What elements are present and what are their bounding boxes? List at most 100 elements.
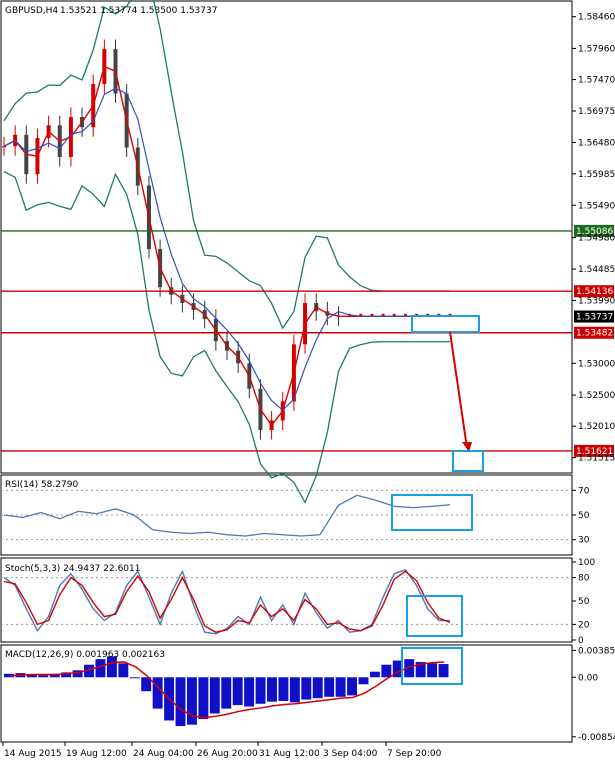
lower-band-line xyxy=(3,171,450,504)
candle-body xyxy=(403,313,407,317)
macd-bar xyxy=(61,672,72,678)
annotation-box xyxy=(411,314,480,333)
stoch-tick-label: 20 xyxy=(578,620,590,630)
price-tick-label: 1.57960 xyxy=(578,44,615,54)
annotation-box xyxy=(452,450,484,472)
macd-bar xyxy=(312,677,323,699)
macd-bar xyxy=(95,659,106,678)
candle-body xyxy=(392,313,396,317)
forecast-arrow-line xyxy=(449,331,468,449)
macd-tick-label: 0.003856 xyxy=(578,646,615,656)
price-tick-label: 1.54980 xyxy=(578,234,615,244)
price-tick-label: 1.51515 xyxy=(578,454,615,464)
price-tick-label: 1.55985 xyxy=(578,170,615,180)
annotation-box xyxy=(391,494,473,531)
price-tick-label: 1.53000 xyxy=(578,359,615,369)
price-tick-label: 1.55490 xyxy=(578,201,615,211)
macd-bar xyxy=(267,677,277,702)
rsi-tick-label: 30 xyxy=(578,536,590,546)
price-title: GBPUSD,H4 xyxy=(5,6,58,16)
stoch-layer xyxy=(1,568,572,637)
price-layer: 1.55086 1.54136 1.53737 1.53482 1.51621 xyxy=(1,0,614,504)
macd-bar xyxy=(106,656,117,678)
time-tick-label: 26 Aug 20:00 xyxy=(197,749,258,759)
time-tick-label: 7 Sep 20:00 xyxy=(387,749,442,759)
macd-bar xyxy=(427,663,438,678)
macd-bar xyxy=(324,677,335,697)
macd-bar xyxy=(404,659,415,678)
macd-bar xyxy=(198,677,209,720)
level-price-label: 1.55086 xyxy=(576,227,613,237)
time-tick-label: 24 Aug 04:00 xyxy=(133,749,194,759)
time-tick-label: 14 Aug 2015 xyxy=(4,749,62,759)
stoch-title: Stoch(5,3,3) 24.9437 22.6011 xyxy=(5,564,140,574)
macd-bar xyxy=(38,675,49,678)
macd-signal-line xyxy=(9,661,445,719)
price-panel xyxy=(0,0,573,474)
price-tick-label: 1.53990 xyxy=(578,296,615,306)
price-tick-label: 1.54485 xyxy=(578,265,615,275)
macd-bar xyxy=(49,673,60,678)
level-price-tag xyxy=(574,326,614,339)
macd-bar xyxy=(186,677,197,725)
price-tick-label: 1.56480 xyxy=(578,138,615,148)
level-price-label: 1.53737 xyxy=(576,313,613,323)
price-tick-label: 1.56975 xyxy=(578,107,615,117)
macd-bar xyxy=(392,660,403,678)
candle-body xyxy=(359,313,363,317)
macd-tick-label: 0.00 xyxy=(578,673,598,683)
macd-bar xyxy=(347,677,358,696)
macd-bar xyxy=(141,677,152,692)
level-price-label: 1.51621 xyxy=(576,447,613,457)
stoch-main-line xyxy=(3,568,451,635)
axis-layer: 1.58460 1.57960 1.57470 1.56975 1.56480 1.559… xyxy=(2,13,615,759)
macd-bar xyxy=(358,677,369,685)
macd-bar xyxy=(255,677,266,704)
macd-bar xyxy=(438,664,449,678)
macd-bar xyxy=(232,677,243,706)
macd-bar xyxy=(118,663,129,678)
candle-body xyxy=(2,146,6,148)
macd-bar xyxy=(244,677,255,707)
macd-panel xyxy=(0,644,573,743)
macd-bar xyxy=(415,661,426,678)
level-price-label: 1.53482 xyxy=(576,329,613,339)
annotation-box xyxy=(406,595,463,637)
stoch-tick-label: 50 xyxy=(578,597,590,607)
macd-bar xyxy=(369,671,380,678)
candle-body xyxy=(381,313,385,317)
rsi-title: RSI(14) 58.2790 xyxy=(5,480,78,490)
price-tick-label: 1.52010 xyxy=(578,422,615,432)
stoch-tick-label: 0 xyxy=(578,636,584,646)
stoch-panel xyxy=(0,557,573,643)
price-tick-label: 1.57470 xyxy=(578,76,615,86)
macd-bar xyxy=(175,677,186,727)
macd-bar xyxy=(4,673,14,678)
time-tick-label: 19 Aug 12:00 xyxy=(66,749,127,759)
price-tick-label: 1.52500 xyxy=(578,391,615,401)
ma-slow-line xyxy=(3,87,450,411)
level-price-tag xyxy=(574,224,614,237)
level-price-tag xyxy=(574,310,614,323)
level-price-label: 1.54136 xyxy=(576,287,613,297)
rsi-tick-label: 70 xyxy=(578,486,590,496)
level-price-tag xyxy=(574,444,614,457)
candle-body xyxy=(370,313,374,317)
level-price-tag xyxy=(574,285,614,298)
macd-bar xyxy=(335,677,346,697)
macd-bar xyxy=(209,677,220,714)
macd-tick-label: -0.008544 xyxy=(578,733,615,743)
rsi-layer xyxy=(1,489,572,541)
macd-bar xyxy=(221,677,232,709)
price-quote: 1.53521 1.53774 1.53500 1.53737 xyxy=(60,6,217,16)
macd-bar xyxy=(72,670,83,678)
macd-bar xyxy=(381,664,392,678)
rsi-line xyxy=(3,494,451,537)
stoch-tick-label: 80 xyxy=(578,574,590,584)
rsi-tick-label: 50 xyxy=(578,511,590,521)
stoch-signal-line xyxy=(3,570,451,633)
macd-title: MACD(12,26,9) 0.001963 0.002163 xyxy=(5,650,165,660)
time-tick-label: 31 Aug 12:00 xyxy=(259,749,320,759)
